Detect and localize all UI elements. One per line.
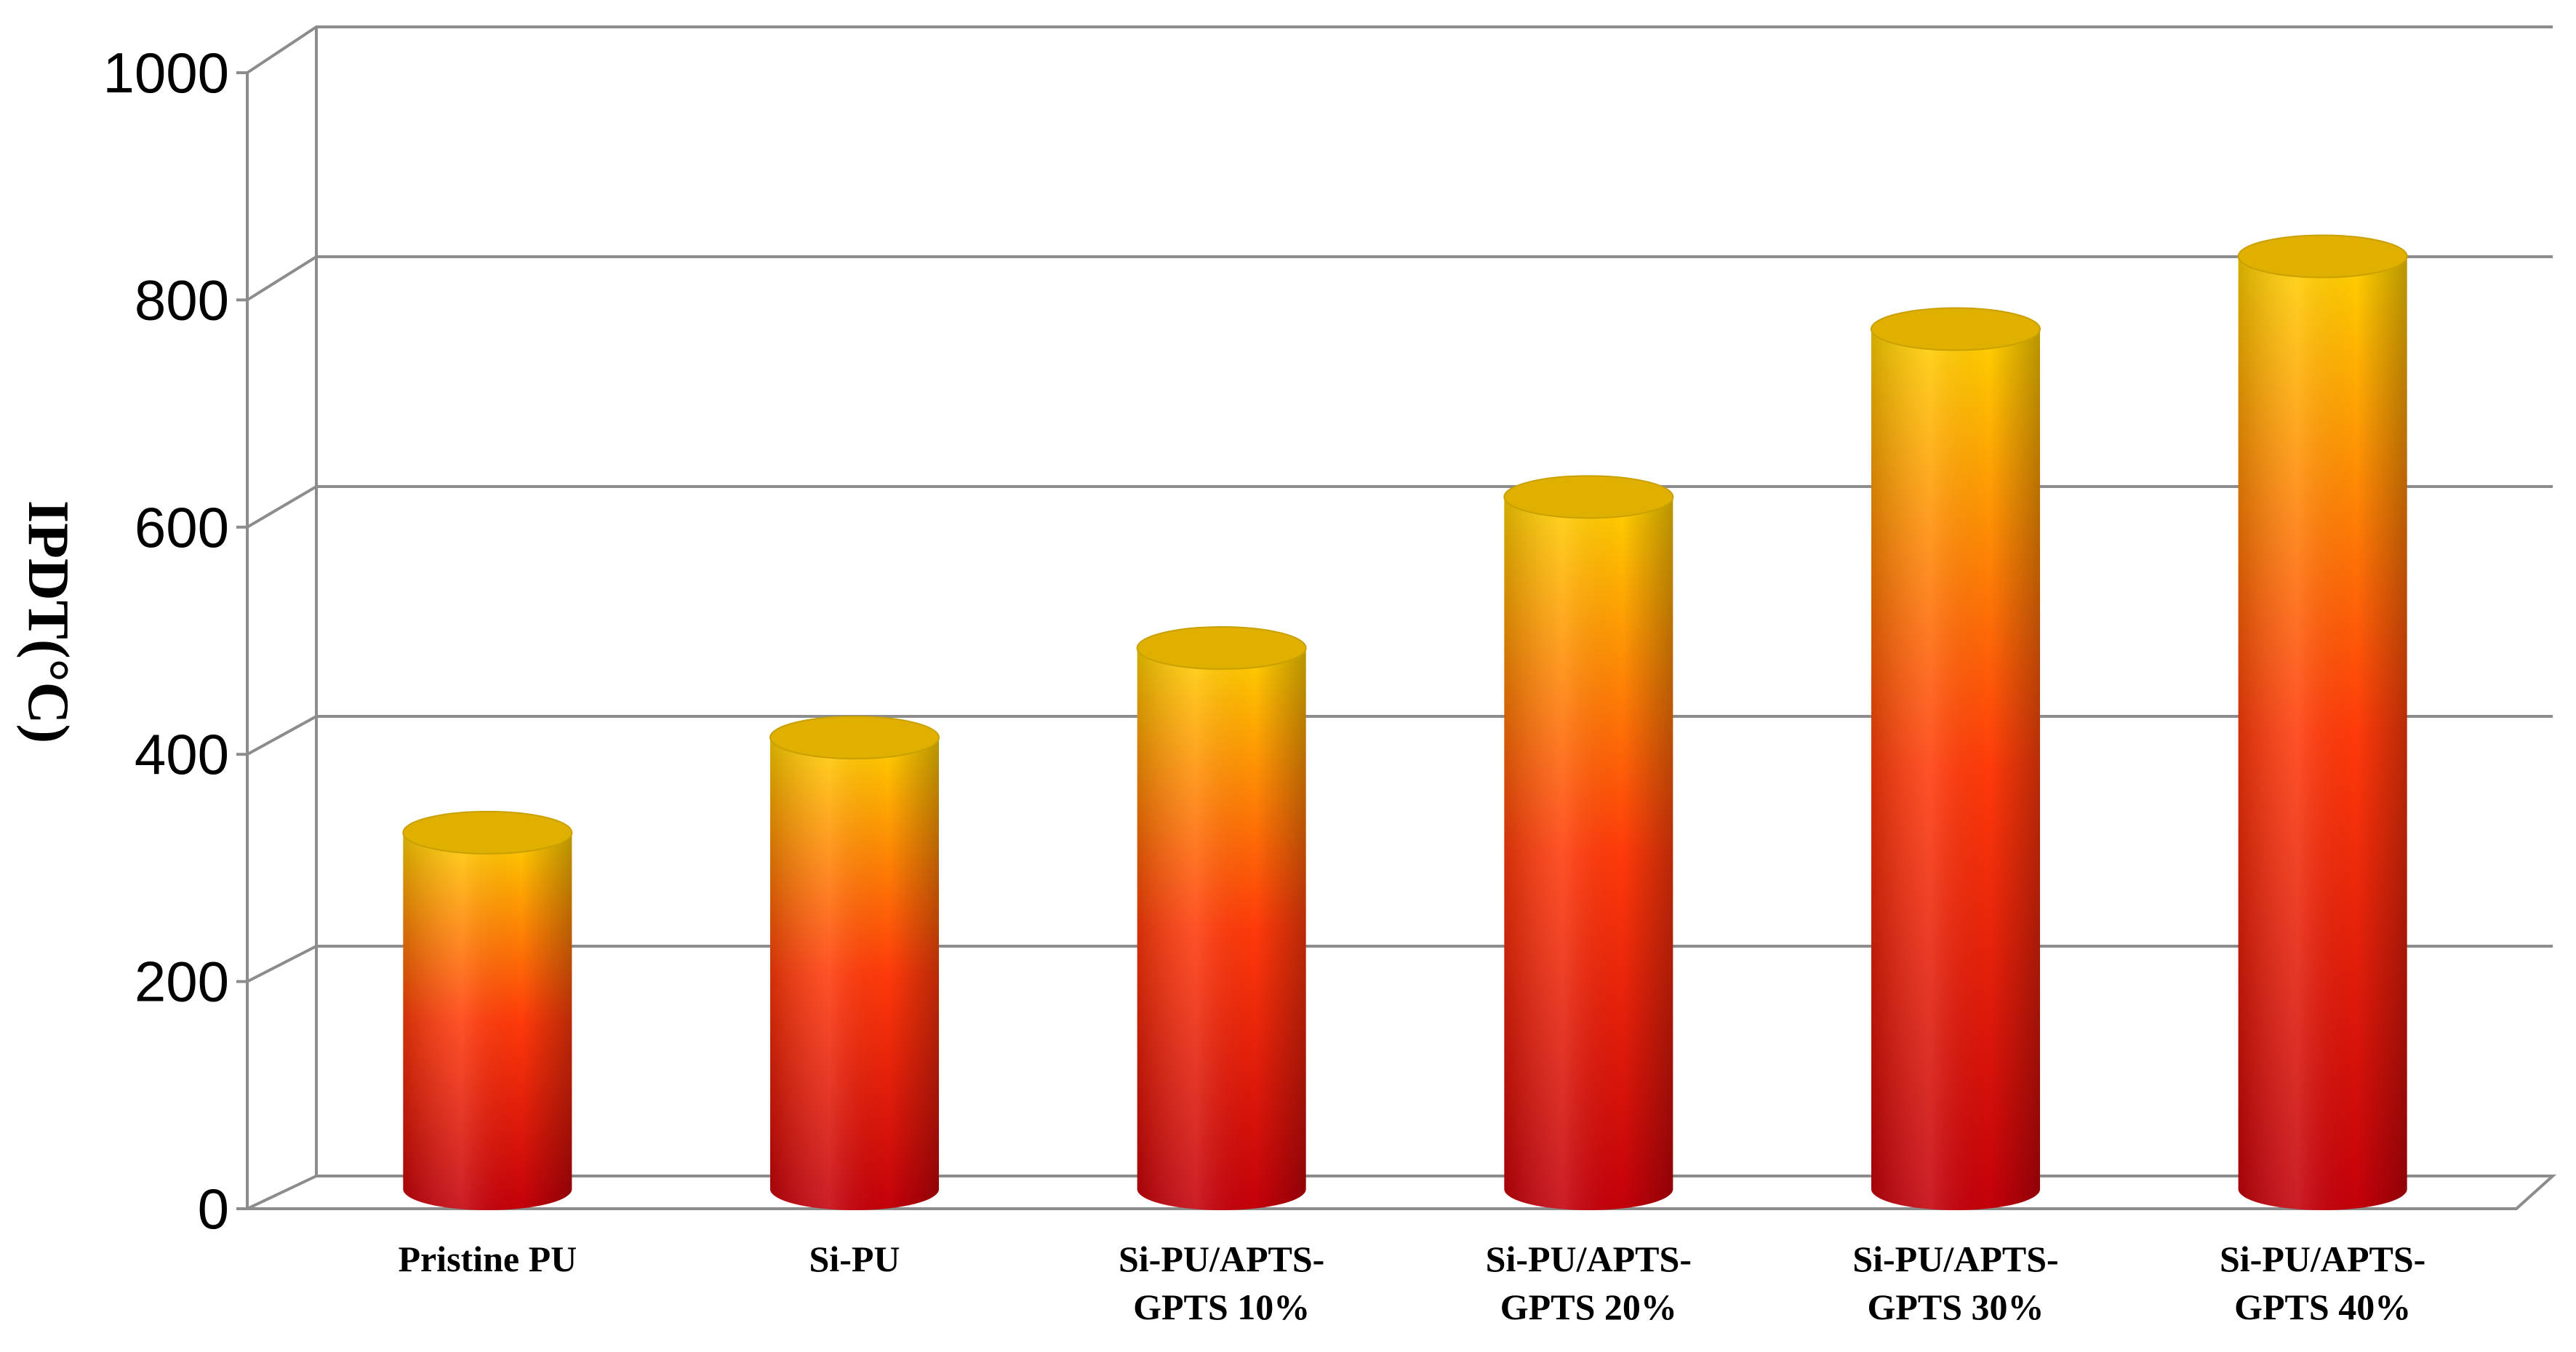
bar <box>1503 475 1674 1210</box>
x-category-label: Si-PU <box>809 1239 900 1279</box>
x-category-label-line: GPTS 10% <box>1133 1287 1310 1327</box>
bars <box>402 234 2408 1211</box>
x-category-label-line: GPTS 40% <box>2234 1287 2411 1327</box>
x-category-label: Si-PU/APTS- GPTS 10% <box>1119 1239 1324 1327</box>
y-tick-label: 400 <box>135 722 229 786</box>
y-tick-label: 600 <box>135 495 229 559</box>
x-category-label: Si-PU/APTS- GPTS 40% <box>2220 1239 2425 1327</box>
y-axis-title: IPDT(°C) <box>16 500 80 743</box>
bar-cap <box>1871 307 2041 351</box>
bar-cap <box>1503 475 1674 519</box>
x-category-label-line: GPTS 30% <box>1867 1287 2044 1327</box>
x-category-label-line: GPTS 20% <box>1500 1287 1677 1327</box>
grid <box>246 25 2557 1210</box>
x-category-label-line: Si-PU/APTS- <box>1486 1239 1692 1279</box>
x-category-label-line: Si-PU/APTS- <box>1852 1239 2058 1279</box>
y-tick-label: 200 <box>135 950 229 1014</box>
bar <box>402 810 573 1210</box>
bar <box>2237 234 2408 1210</box>
bar-cap <box>402 810 573 855</box>
bar-shading <box>403 832 572 1210</box>
x-axis-categories: Pristine PU Si-PU Si-PU/APTS-GPTS 10%Si-PU… <box>398 1239 2425 1327</box>
floor <box>247 1175 2557 1210</box>
y-axis-ticks: 0 200 400 600 800 1000 <box>103 41 247 1241</box>
bar <box>1871 307 2041 1211</box>
y-tick-label: 0 <box>198 1177 229 1241</box>
y-tick-label: 1000 <box>103 41 229 105</box>
bar-cap <box>2237 234 2408 279</box>
x-category-label-line: Si-PU <box>809 1239 900 1279</box>
x-category-label-line: Si-PU/APTS- <box>2220 1239 2425 1279</box>
gridline <box>247 715 2553 756</box>
x-category-label: Si-PU/APTS- GPTS 30% <box>1852 1239 2058 1327</box>
bar-shading <box>1871 329 2040 1211</box>
bar-shading <box>2238 256 2407 1210</box>
x-category-label-line: Si-PU/APTS- <box>1119 1239 1324 1279</box>
x-category-label: Si-PU/APTS- GPTS 20% <box>1486 1239 1692 1327</box>
bar-shading <box>1504 497 1673 1210</box>
gridline <box>246 25 2553 74</box>
bar-shading <box>1137 648 1306 1210</box>
gridline <box>247 945 2553 983</box>
bar <box>769 716 940 1210</box>
bar-cap <box>1136 626 1307 671</box>
bar <box>1136 626 1307 1210</box>
x-category-label: Pristine PU <box>398 1239 577 1279</box>
bar-shading <box>770 737 939 1210</box>
gridline <box>246 255 2553 302</box>
x-category-label-line: Pristine PU <box>398 1239 577 1279</box>
y-tick-label: 800 <box>135 268 229 332</box>
gridline <box>246 485 2553 529</box>
bar-cap <box>769 716 940 760</box>
